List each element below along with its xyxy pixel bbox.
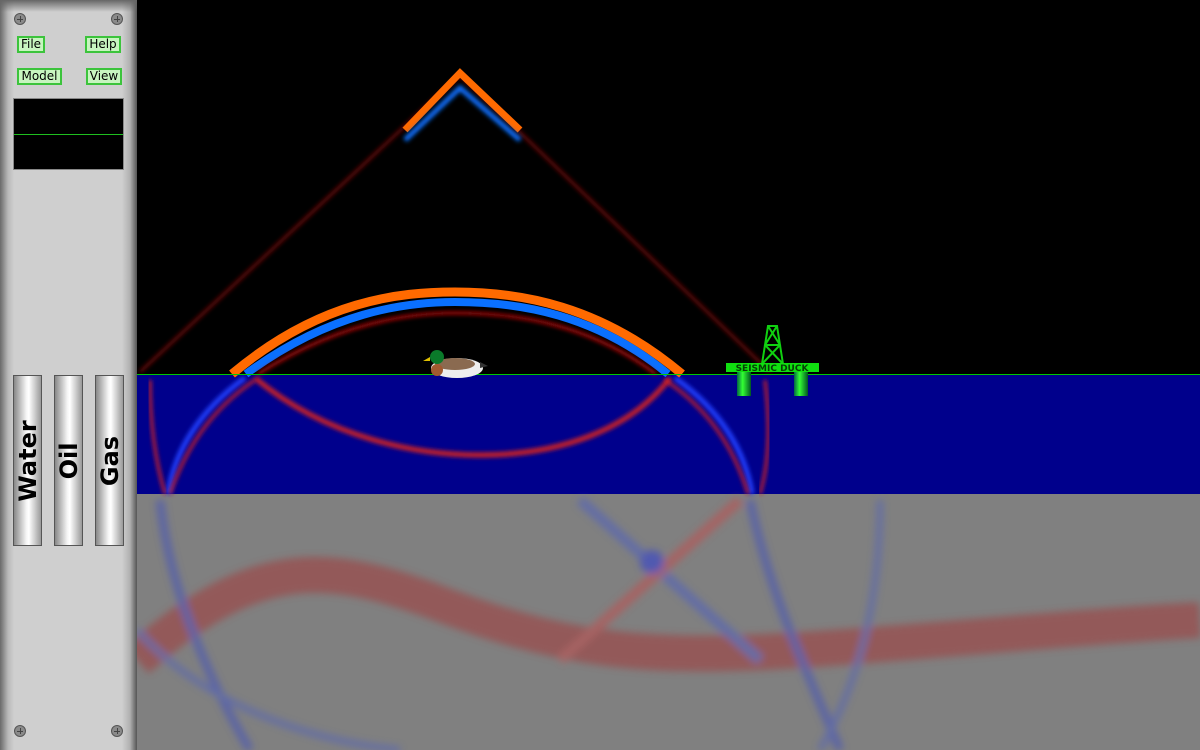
screw-icon <box>14 725 26 737</box>
air-waves <box>138 68 772 378</box>
model-menu-button[interactable]: Model <box>17 68 62 85</box>
help-menu-button[interactable]: Help <box>85 36 121 53</box>
water-layer <box>137 375 1200 494</box>
screw-icon <box>14 13 26 25</box>
control-panel: File Help Model View Water Oil Gas <box>0 0 137 750</box>
seismogram-trace <box>14 134 123 135</box>
file-menu-button[interactable]: File <box>17 36 45 53</box>
screw-icon <box>111 725 123 737</box>
water-waves <box>148 375 770 495</box>
wavefield-view[interactable]: SEISMIC DUCK <box>137 0 1200 750</box>
air-layer <box>137 0 1200 375</box>
water-button[interactable]: Water <box>13 375 42 546</box>
platform-label: SEISMIC DUCK <box>736 364 810 374</box>
rock-waves <box>137 496 1200 750</box>
screw-icon <box>111 13 123 25</box>
seismogram-display <box>13 98 124 170</box>
oil-platform-icon: SEISMIC DUCK <box>726 325 819 396</box>
oil-button[interactable]: Oil <box>54 375 83 546</box>
duck-icon[interactable] <box>423 350 488 378</box>
gas-button[interactable]: Gas <box>95 375 124 546</box>
view-menu-button[interactable]: View <box>86 68 122 85</box>
